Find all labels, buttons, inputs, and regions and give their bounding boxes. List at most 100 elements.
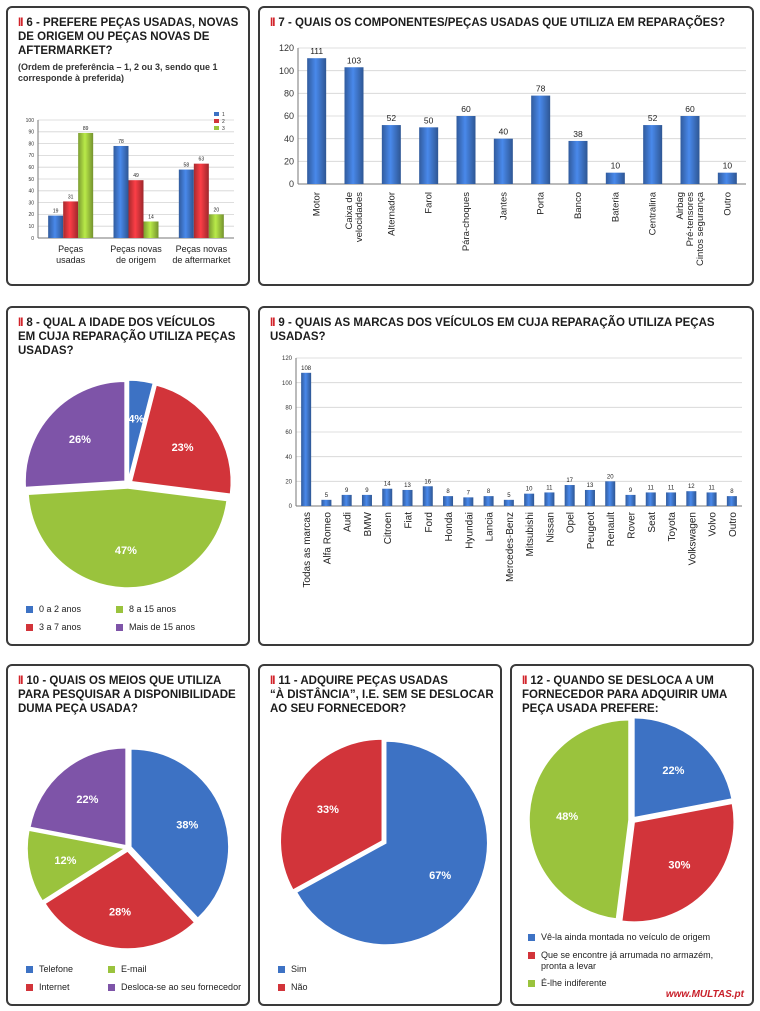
q6-title: II 6 - PREFERE PEÇAS USADAS, NOVAS DE ORI… [18,16,238,58]
title-mark: II [270,675,275,687]
q9-chart: 0 20 40 60 80 100 120 108 5 9 9 14 13 16 8 7 8 5 10 11 17 13 2… [282,356,742,588]
y-tick-label: 60 [284,111,294,121]
bar [321,499,332,506]
bar-value-label: 11 [668,485,675,491]
q8-legend: 0 a 2 anos 3 a 7 anos 8 a 15 anos Mais d… [8,308,252,648]
legend-swatch [116,623,123,631]
x-tick-label: Pára-choques [461,192,472,251]
pie-slice [24,380,126,489]
x-tick-label: Ford [424,512,435,533]
x-tick-label: Peças novas [110,244,162,254]
q11-legend: Sim Não [260,666,504,1008]
y-tick-label: 60 [285,430,292,436]
y-tick-label: 10 [28,224,34,230]
bar [422,486,433,506]
q10-legend: Telefone Internet E-mail Desloca-se ao s… [8,666,252,1008]
q10-title-line-3: DUMA PEÇA USADA? [18,703,138,715]
x-tick-label: Farol [424,192,435,214]
bar-value-label: 8 [446,489,450,495]
bar-value-label: 49 [133,173,139,179]
x-tick-label: Toyota [667,512,678,542]
panel-q10: II 10 - QUAIS OS MEIOS QUE UTILIZA PARA P… [6,664,250,1006]
site-logo: www.MULTAS.pt [665,989,744,1000]
legend-label: Desloca-se ao seu fornecedor [121,982,242,992]
x-tick-label: Fiat [404,512,415,529]
x-tick-label: Centralina [648,191,659,235]
pie-value-label: 47% [115,545,137,557]
q8-title-line-3: USADAS? [18,345,74,357]
legend-swatch [278,983,285,991]
bar [128,180,144,238]
bar-value-label: 10 [723,161,733,171]
bar [645,492,656,506]
bar [307,58,327,185]
q9-title-line-1: 9 - QUAIS AS MARCAS DOS VEÍCULOS EM CUJA… [270,317,715,343]
pie-value-label: 48% [556,811,578,823]
bar [531,95,551,184]
x-tick-label: Hyundai [464,512,475,549]
legend-swatch [108,983,115,991]
pie-value-label: 28% [109,906,131,918]
x-tick-label: Opel [566,512,577,533]
x-tick-label: Bateria [610,191,621,222]
bar-value-label: 11 [708,485,715,491]
bar [503,499,514,506]
legend-label: 0 a 2 anos [39,604,82,614]
legend-item: É-lhe indiferente [528,978,607,988]
x-tick-label: BMW [363,511,374,536]
q8-chart: 4% 23% 47% 26% [24,379,232,589]
bar [544,492,555,506]
x-tick-label: Lancia [485,512,496,542]
legend-item: Vê-la ainda montada no veículo de origem [528,932,710,942]
bar-value-label: 111 [310,46,323,56]
legend-item: 3 a 7 anos [26,622,81,632]
q10-chart: 38% 28% 12% 22% [26,746,230,950]
legend-label: Internet [39,982,70,992]
bar [419,127,439,184]
bar [605,481,616,506]
x-tick-label: Volkswagen [687,512,698,565]
x-tick-label: Renault [606,512,617,547]
legend-label: E-mail [121,964,147,974]
bar-value-label: 11 [648,485,655,491]
q6-title-line-1: 6 - PREFERE PEÇAS USADAS, NOVAS [26,17,239,29]
legend-label: 3 a 7 anos [39,622,82,632]
x-tick-label: Audi [343,512,354,532]
bar-value-label: 20 [214,207,220,213]
legend-swatch [214,112,219,116]
title-mark: II [18,317,23,329]
panel-q11: II 11 - ADQUIRE PEÇAS USADAS “À DISTÂNCIA… [258,664,502,1006]
legend-swatch [108,965,115,973]
bar-value-label: 8 [730,489,734,495]
bar-value-label: 40 [499,127,509,137]
q7-title: II 7 - QUAIS OS COMPONENTES/PEÇAS USADAS … [270,16,725,30]
x-tick-label: Citroen [383,512,394,544]
pie-value-label: 26% [69,434,91,446]
q9-title: II 9 - QUAIS AS MARCAS DOS VEÍCULOS EM CU… [270,316,752,344]
bar-value-label: 9 [365,488,369,494]
legend-item: Internet [26,982,70,992]
bar-value-label: 89 [83,126,89,132]
x-tick-label: Peças [58,244,84,254]
legend-label: Telefone [39,964,74,974]
pie-slice [27,487,228,589]
q6-sub-line-1: (Ordem de preferência – 1, 2 ou 3, sendo… [18,62,218,72]
x-tick-label: Todas as marcas [302,512,313,588]
bar [584,489,595,506]
bar [143,221,159,238]
q12-title-line-3: PEÇA USADA PREFERE: [522,703,659,715]
q12-title: II 12 - QUANDO SE DESLOCA A UM FORNECEDOR… [522,674,727,716]
bar [524,493,535,506]
bar-value-label: 60 [461,104,471,114]
legend-swatch [528,933,535,941]
legend-item: E-mail [108,964,147,974]
x-tick-label: Outro [728,512,739,537]
q8-title-line-1: 8 - QUAL A IDADE DOS VEÍCULOS [26,317,216,329]
bar-value-label: 58 [184,163,190,169]
bar-value-label: 19 [53,209,59,215]
legend-label: 8 a 15 anos [129,604,177,614]
x-tick-label: de origem [116,255,156,265]
bar [493,138,513,184]
x-tick-label: Alternador [386,192,397,236]
bar [178,169,194,238]
